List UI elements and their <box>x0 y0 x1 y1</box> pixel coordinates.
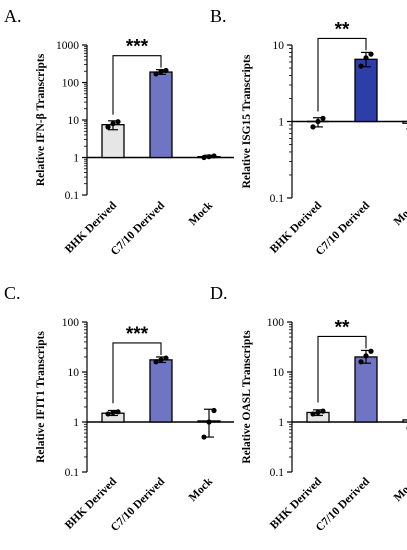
significance-bracket <box>112 342 162 404</box>
panel-letter: A. <box>4 6 22 26</box>
data-point <box>358 359 364 365</box>
bar-3 <box>402 419 407 423</box>
y-axis-title: Relative IFN-β Transcripts <box>35 53 47 186</box>
significance-label: ** <box>335 317 350 338</box>
y-tick-label: 0.1 <box>270 193 285 205</box>
data-point <box>201 434 207 440</box>
y-axis-title: Relative OASL Transcripts <box>241 330 253 464</box>
significance-label: *** <box>126 324 149 345</box>
y-tick-label: 0.1 <box>270 467 285 479</box>
data-point <box>153 71 159 77</box>
data-point <box>368 51 374 57</box>
y-tick-label: 1000 <box>56 40 79 52</box>
data-point <box>105 124 111 130</box>
category-label: Mock <box>187 475 216 504</box>
category-label: Mock <box>187 199 216 228</box>
y-tick-label: 100 <box>62 317 80 329</box>
y-tick-label: 100 <box>267 317 285 329</box>
bar-2 <box>354 58 378 123</box>
data-point <box>211 407 217 414</box>
data-point <box>310 411 316 417</box>
significance-label: ** <box>335 19 350 40</box>
data-point <box>115 409 121 415</box>
data-point <box>158 69 164 75</box>
significance-bracket <box>112 55 162 115</box>
y-tick-label: 1 <box>278 417 284 429</box>
data-point <box>163 67 169 74</box>
y-tick-label: 10 <box>68 115 80 127</box>
bar-2 <box>149 71 173 159</box>
y-tick-label: 10 <box>273 367 285 379</box>
y-tick-label: 1 <box>278 117 284 129</box>
y-tick-label: 0.1 <box>65 190 80 202</box>
data-point <box>153 359 159 365</box>
chart-panel-4: D.Relative OASL Transcripts0.1110100BHK … <box>210 283 407 534</box>
y-tick-label: 1 <box>73 153 79 165</box>
y-tick-label: 1 <box>73 417 79 429</box>
data-point <box>110 121 116 127</box>
chart-panel-1: A. Relative IFN-β Transcripts 0.1 1 10 100 100… <box>4 6 234 258</box>
panel-letter: C. <box>4 283 21 303</box>
data-point <box>310 124 316 130</box>
y-axis-title: Relative ISG15 Transcripts <box>241 54 253 188</box>
bar-2 <box>354 356 378 423</box>
bar-3 <box>402 120 407 124</box>
data-point <box>206 419 212 425</box>
y-tick-label: 10 <box>273 40 285 52</box>
category-label: Mock <box>392 475 407 504</box>
data-point <box>315 409 321 416</box>
category-label: Mock <box>392 199 407 228</box>
data-point <box>105 411 111 417</box>
data-point <box>320 408 326 414</box>
panel-letter: D. <box>210 283 228 303</box>
data-point <box>206 154 212 160</box>
data-point <box>158 357 164 363</box>
data-point <box>320 115 326 121</box>
y-axis-title: Relative IFIT1 Transcripts <box>35 331 47 463</box>
bar-2 <box>149 359 173 423</box>
data-point <box>358 63 364 69</box>
data-point <box>211 153 217 159</box>
data-point <box>368 348 374 354</box>
data-point <box>163 355 169 361</box>
data-point <box>110 409 116 416</box>
data-point <box>115 119 121 125</box>
panel-letter: B. <box>210 6 227 26</box>
significance-bracket <box>317 37 367 112</box>
significance-bracket <box>317 335 367 403</box>
data-point <box>363 353 369 359</box>
y-tick-label: 100 <box>62 78 80 90</box>
significance-label: *** <box>126 37 149 58</box>
chart-panel-3: C.Relative IFIT1 Transcripts0.1110100BHK… <box>4 283 234 534</box>
y-tick-label: 10 <box>68 367 80 379</box>
data-point <box>363 55 369 61</box>
data-point <box>315 118 321 125</box>
data-point <box>201 154 207 161</box>
y-tick-label: 0.1 <box>65 467 80 479</box>
